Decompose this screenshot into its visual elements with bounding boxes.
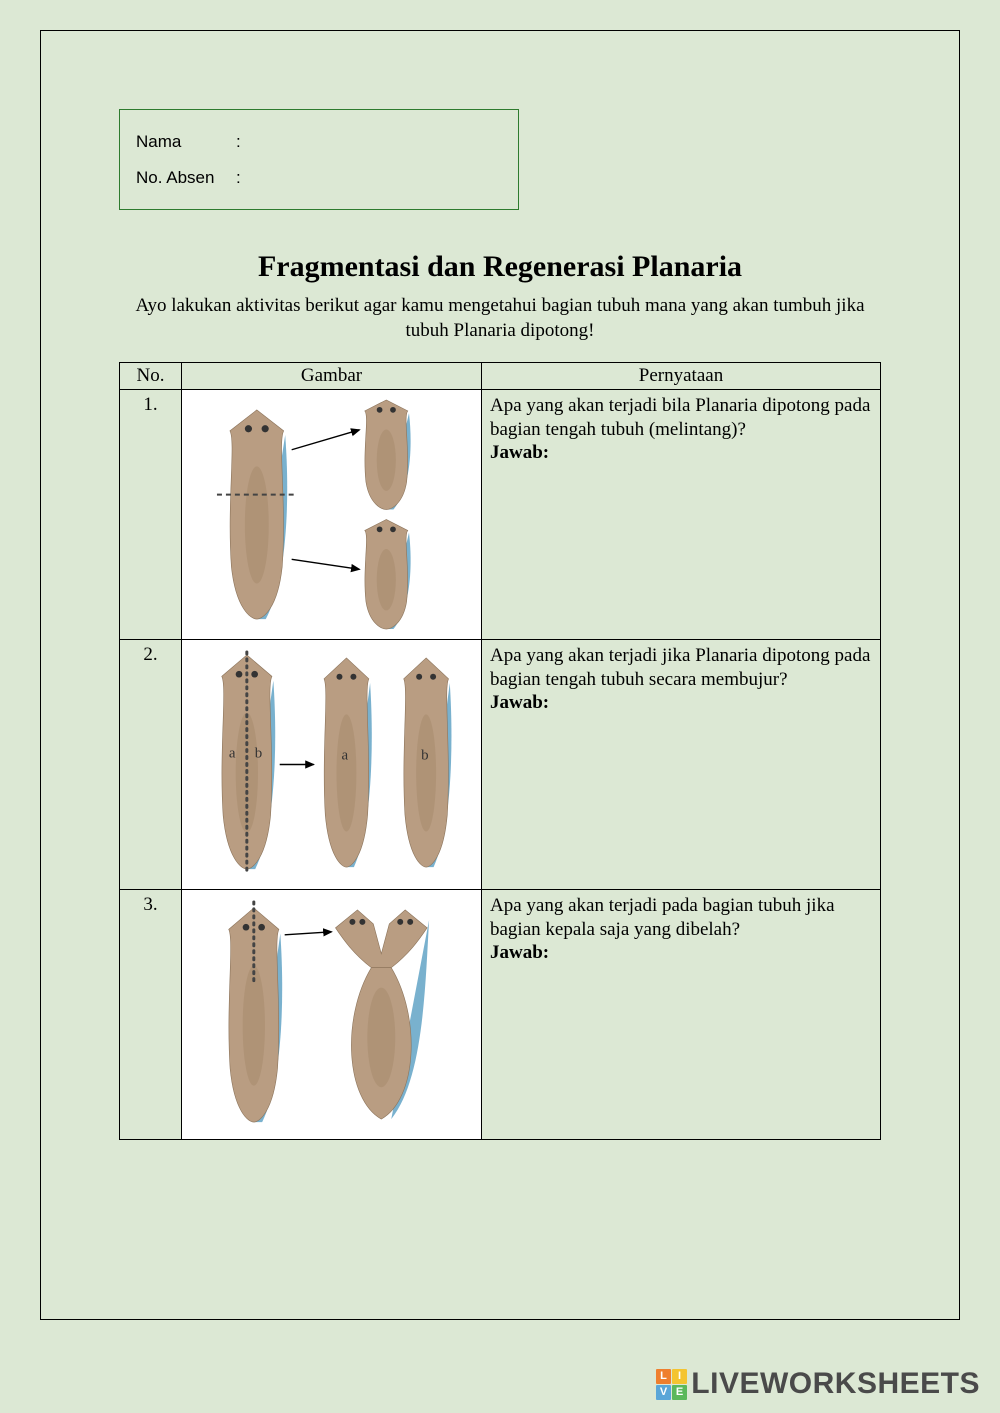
svg-text:b: b [255,745,262,761]
statement-cell[interactable]: Apa yang akan terjadi bila Planaria dipo… [482,389,881,639]
header-pernyataan: Pernyataan [482,362,881,389]
logo-text: LIVEWORKSHEETS [691,1367,980,1401]
header-gambar: Gambar [182,362,482,389]
liveworksheets-logo: LIVE LIVEWORKSHEETS [656,1367,980,1401]
instruction-text: Ayo lakukan aktivitas berikut agar kamu … [119,294,881,343]
statement-cell[interactable]: Apa yang akan terjadi jika Planaria dipo… [482,639,881,889]
absen-row: No. Absen : [136,160,502,196]
name-label: Nama [136,124,236,160]
svg-text:b: b [421,747,428,763]
logo-tile: V [656,1385,671,1400]
logo-tile: E [672,1385,687,1400]
header-no: No. [120,362,182,389]
table-row: 3. Apa yang akan terjadi pada bagian tub… [120,889,881,1139]
question-text: Apa yang akan terjadi pada bagian tubuh … [490,895,835,940]
diagram-cell: ab a b [182,639,482,889]
svg-text:a: a [341,747,348,763]
table-header-row: No. Gambar Pernyataan [120,362,881,389]
statement-cell[interactable]: Apa yang akan terjadi pada bagian tubuh … [482,889,881,1139]
absen-sep: : [236,160,256,196]
question-text: Apa yang akan terjadi bila Planaria dipo… [490,395,870,440]
jawab-label: Jawab: [490,692,549,713]
worksheet-table: No. Gambar Pernyataan 1. Apa yang akan t… [119,362,881,1140]
page-content: Nama : No. Absen : Fragmentasi dan Regen… [41,31,959,1170]
logo-badge-icon: LIVE [656,1369,687,1400]
diagram-cell [182,889,482,1139]
svg-text:a: a [229,745,236,761]
table-row: 2. a b a b Apa yang akan terjadi jika Pla… [120,639,881,889]
name-sep: : [236,124,256,160]
row-number: 3. [120,889,182,1139]
jawab-label: Jawab: [490,942,549,963]
row-number: 1. [120,389,182,639]
page-frame: Nama : No. Absen : Fragmentasi dan Regen… [40,30,960,1320]
jawab-label: Jawab: [490,442,549,463]
student-info-box: Nama : No. Absen : [119,109,519,210]
logo-tile: I [672,1369,687,1384]
logo-tile: L [656,1369,671,1384]
diagram-cell [182,389,482,639]
page-title: Fragmentasi dan Regenerasi Planaria [119,250,881,284]
table-row: 1. Apa yang akan terjadi bila Planaria d… [120,389,881,639]
row-number: 2. [120,639,182,889]
question-text: Apa yang akan terjadi jika Planaria dipo… [490,645,870,690]
absen-label: No. Absen [136,160,236,196]
name-row: Nama : [136,124,502,160]
